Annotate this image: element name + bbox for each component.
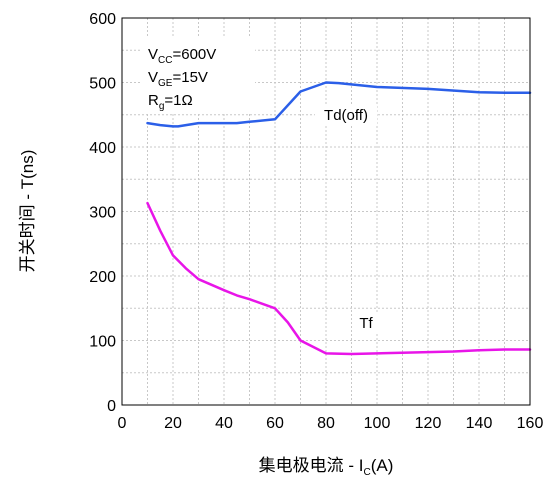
test-conditions-box: VCC=600V VGE=15V Rg=1Ω: [141, 38, 255, 114]
conditions-background: [141, 38, 255, 114]
x-tick-label: 40: [215, 415, 233, 432]
x-axis-title-sub: C: [363, 467, 370, 478]
x-tick-label: 0: [118, 415, 127, 432]
condition-text: VCC=600V: [148, 46, 216, 66]
x-axis-title: 集电极电流 - IC(A): [259, 456, 394, 478]
x-tick-label: 100: [364, 415, 391, 432]
y-tick-label: 500: [89, 76, 116, 93]
y-tick-label: 0: [107, 398, 116, 415]
y-tick-label: 100: [89, 334, 116, 351]
x-tick-label: 120: [415, 415, 442, 432]
series-label-background: [353, 312, 379, 333]
series-label: Tf: [359, 315, 373, 332]
y-tick-label: 400: [89, 140, 116, 157]
x-axis-title-prefix: 集电极电流 - I: [259, 456, 364, 475]
x-tick-label: 160: [517, 415, 544, 432]
condition-text: Rg=1Ω: [148, 92, 193, 112]
x-tick-label: 20: [164, 415, 182, 432]
x-tick-label: 140: [466, 415, 493, 432]
y-tick-label: 300: [89, 205, 116, 222]
x-tick-label: 60: [266, 415, 284, 432]
y-tick-label: 200: [89, 269, 116, 286]
x-tick-label: 80: [317, 415, 335, 432]
series-lines: [146, 81, 532, 356]
series-labels: Td(off) Tf: [315, 104, 379, 333]
y-tick-label: 600: [89, 11, 116, 28]
tick-labels: 0 20 40 60 80 100 120 140 160 0 100 200 300 400 500 600: [89, 11, 543, 432]
series-line: [146, 201, 532, 356]
condition-text: VGE=15V: [148, 69, 208, 89]
y-axis-title: 开关时间 - T(ns): [18, 150, 37, 273]
plot-frame: [121, 17, 531, 406]
series-label: Td(off): [324, 107, 368, 124]
series-line: [146, 81, 532, 128]
series-label-background: [315, 104, 377, 125]
x-axis-title-suffix: (A): [371, 456, 394, 475]
